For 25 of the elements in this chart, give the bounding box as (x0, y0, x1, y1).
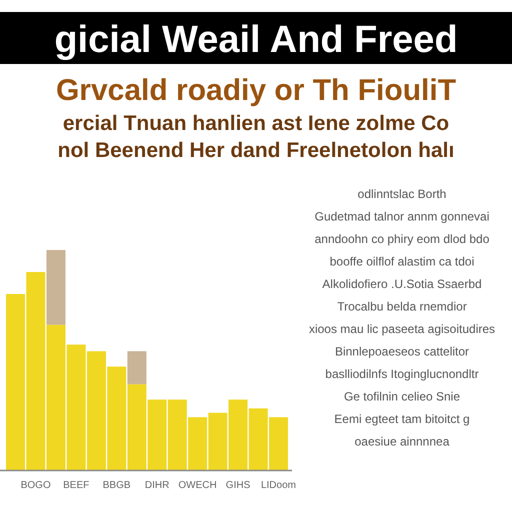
text: odlinntslac Borth (358, 187, 446, 201)
x-tick-label: OWECH (178, 480, 217, 491)
text: Trocalbu belda rnemdior (337, 300, 467, 314)
x-tick-label: GIHS (226, 480, 251, 491)
x-tick-label: LIDoom (260, 480, 296, 491)
chart-subtitle: Grvcald roadiy or Th FiouliT (56, 74, 456, 107)
x-tick-label: BBGB (102, 480, 131, 491)
text: Alkolidofiero .U.Sotia Ssaerbd (322, 277, 482, 291)
text: Binnlepoaeseos cattelitor (334, 344, 470, 358)
chart-title: gicial Weail And Freed (54, 19, 458, 61)
bar (127, 351, 146, 384)
text: Eemi egteet tam bitoitct g (334, 412, 470, 426)
bar (46, 250, 66, 325)
text: nol Beenend Her dand Freelnetolon halı (58, 139, 454, 162)
x-tick-label: BOGO (20, 480, 51, 491)
text: Gudetmad talnor annm gonnevai (314, 210, 490, 224)
text: oaesiue ainnnnea (354, 434, 450, 448)
text: xioos mau lic paseeta agisoitudires (308, 322, 496, 336)
text: Ge tofilnin celieo Snie (344, 390, 460, 404)
x-tick-label: DIHR (144, 480, 170, 491)
text: baslliodilnfs Itoginglucnondltr (325, 367, 479, 381)
text: ercial Tnuan hanlien ast Iene zolme Co (62, 112, 450, 135)
text: booffe oilflof alastim ca tdoi (330, 254, 474, 268)
x-tick-label: BEEF (63, 480, 90, 491)
text: anndoohn co phiry eom dlod bdo (314, 232, 490, 246)
